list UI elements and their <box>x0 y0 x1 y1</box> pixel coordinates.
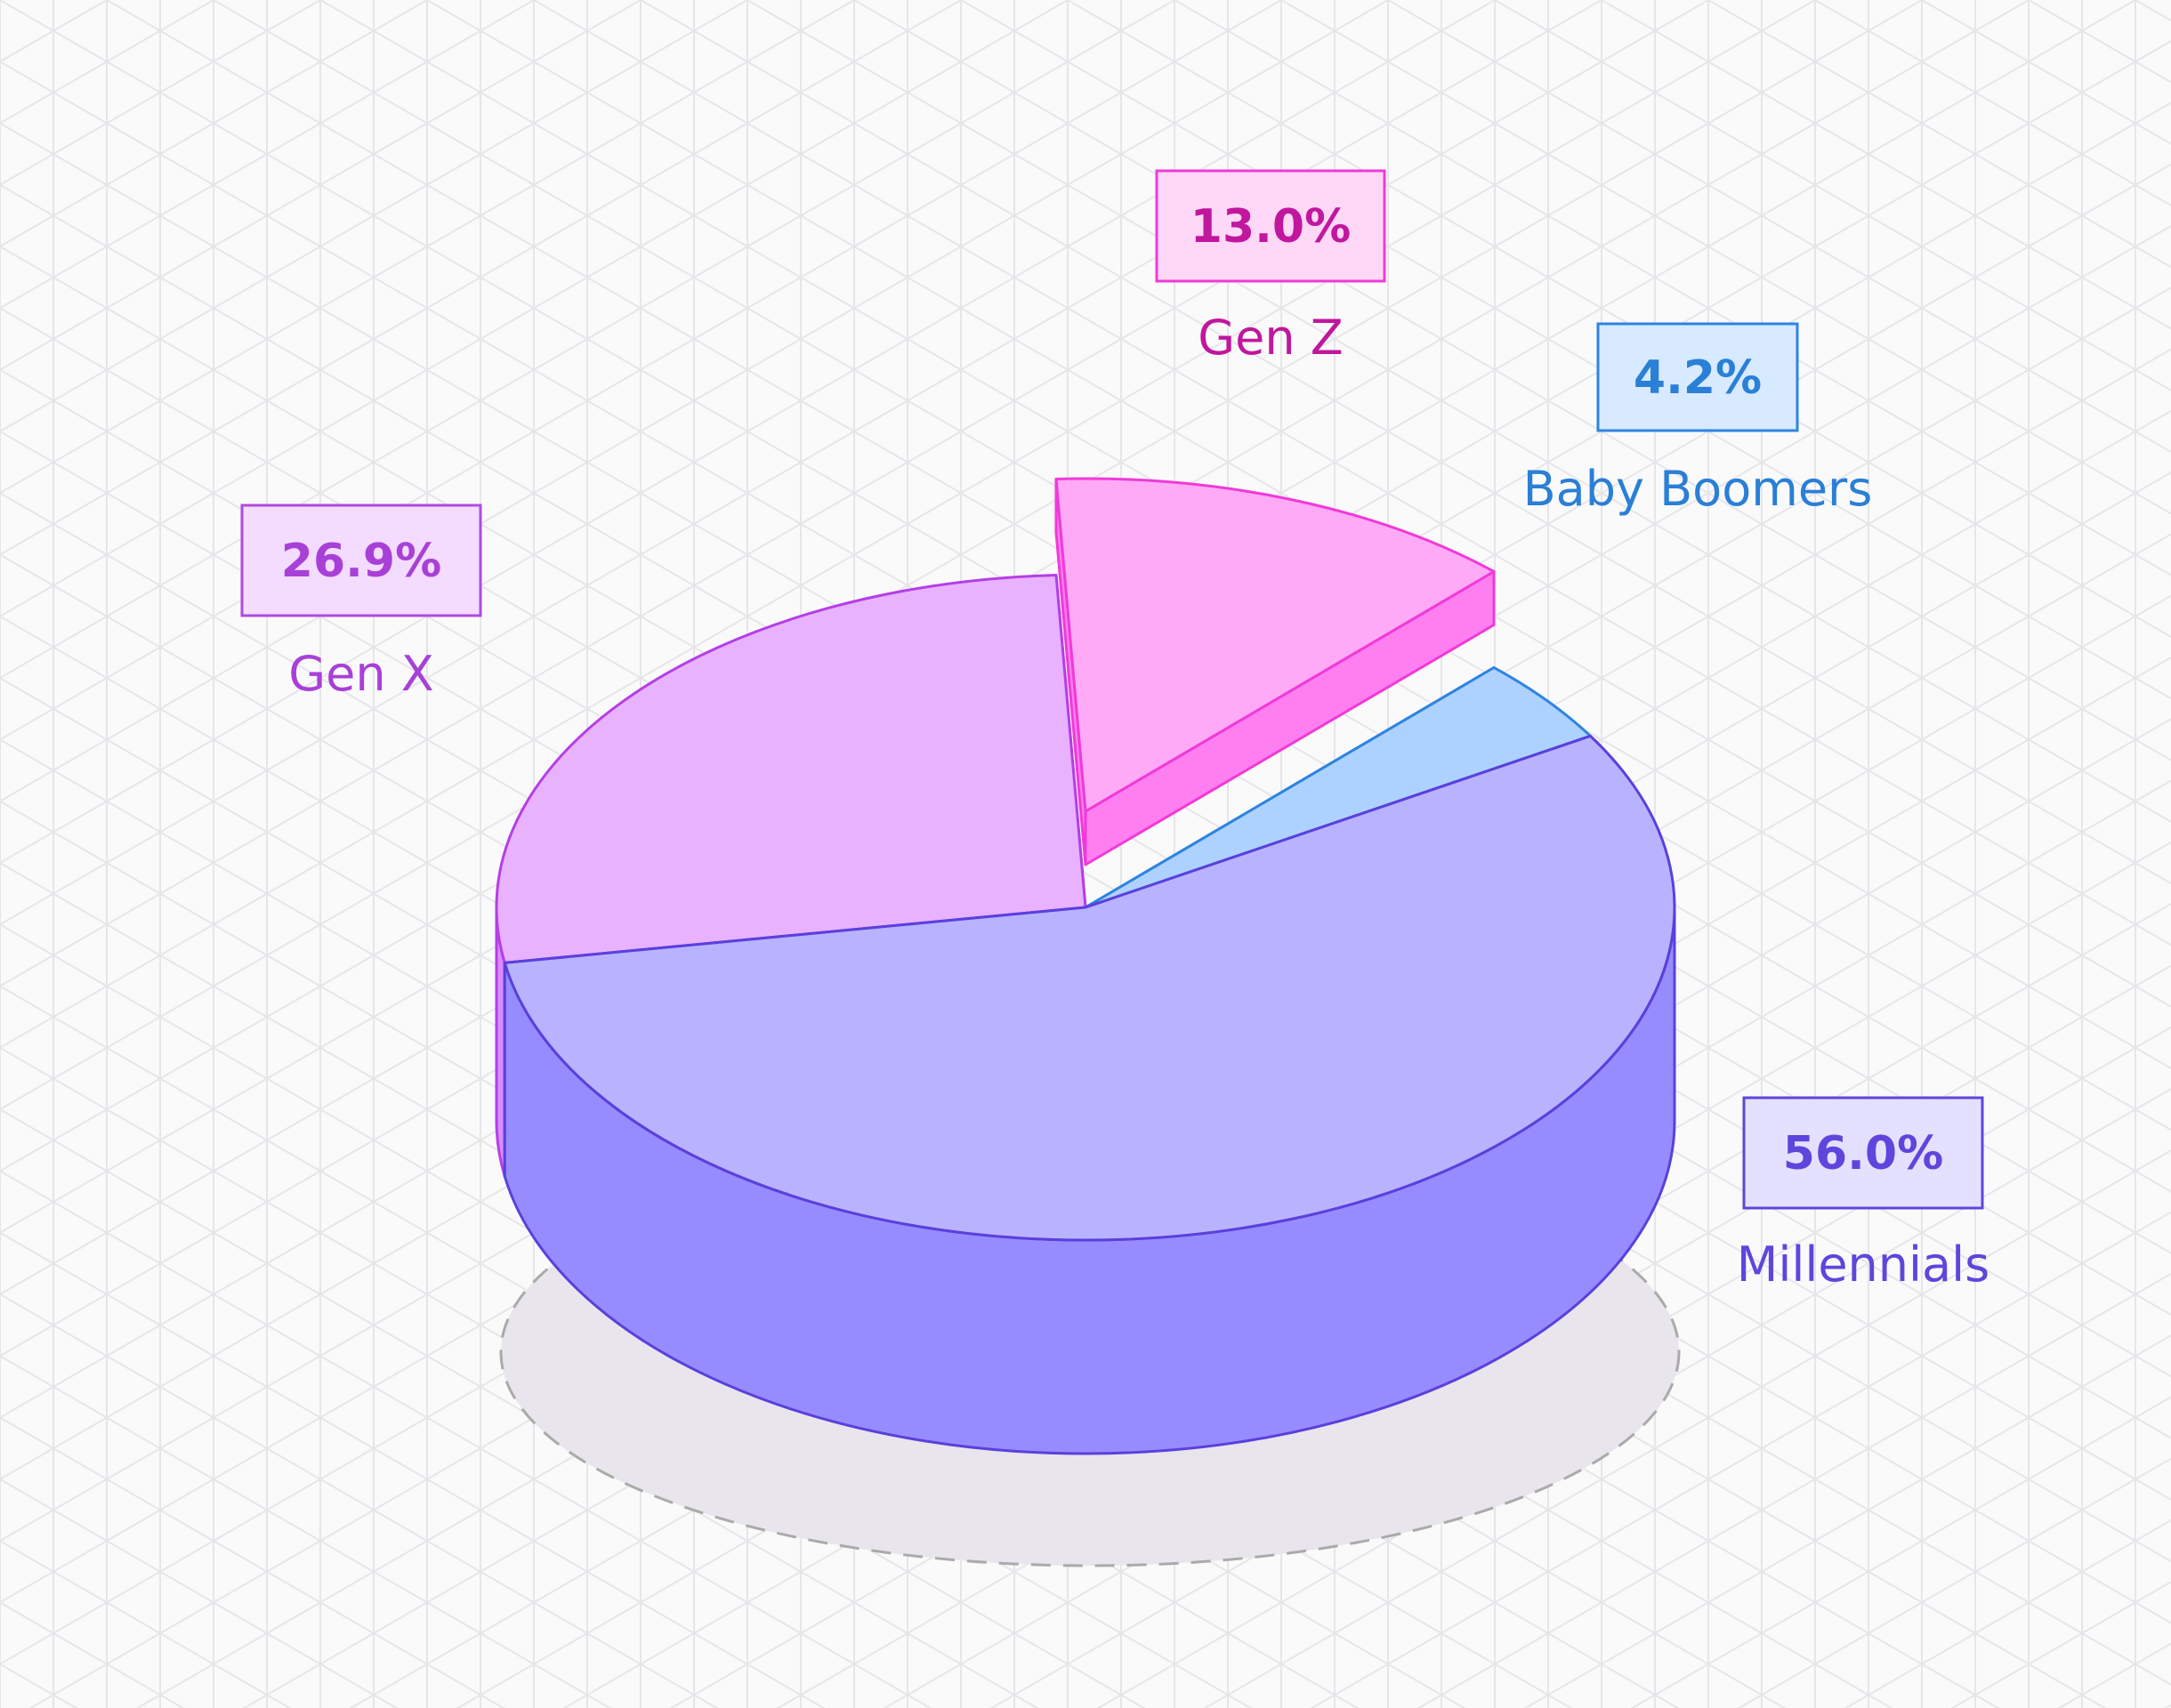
slice-gen-x-top <box>495 573 1087 964</box>
slice-baby-boomers-top <box>1084 665 1592 909</box>
data-label-box-gen-z <box>1155 169 1386 283</box>
slice-millennials-top <box>503 734 1676 1242</box>
data-label-baby-boomers: 4.2% <box>1634 351 1762 405</box>
category-label-millennials: Millennials <box>1737 1237 1990 1293</box>
pie-labels: 56.0% Millennials 26.9% Gen X 13.0% Gen Z 4.2%… <box>240 169 1990 1293</box>
category-label-gen-x: Gen X <box>288 646 433 702</box>
label-gen-x: 26.9% Gen X <box>240 504 482 702</box>
category-label-baby-boomers: Baby Boomers <box>1523 461 1873 517</box>
data-label-box-gen-x <box>240 504 482 617</box>
slice-millennials <box>503 734 1676 1455</box>
label-baby-boomers: 4.2% Baby Boomers <box>1523 322 1873 517</box>
label-gen-z: 13.0% Gen Z <box>1155 169 1386 366</box>
data-label-box-baby-boomers <box>1596 322 1799 432</box>
data-label-gen-x: 26.9% <box>281 535 441 588</box>
data-label-box-millennials <box>1742 1096 1984 1210</box>
data-label-millennials: 56.0% <box>1783 1127 1943 1180</box>
category-label-gen-z: Gen Z <box>1198 310 1343 366</box>
label-millennials: 56.0% Millennials <box>1737 1096 1990 1293</box>
data-label-gen-z: 13.0% <box>1190 200 1351 254</box>
slice-gen-z <box>1054 477 1496 866</box>
slice-gen-z-top <box>1054 477 1496 813</box>
pie-slices <box>495 477 1676 1455</box>
